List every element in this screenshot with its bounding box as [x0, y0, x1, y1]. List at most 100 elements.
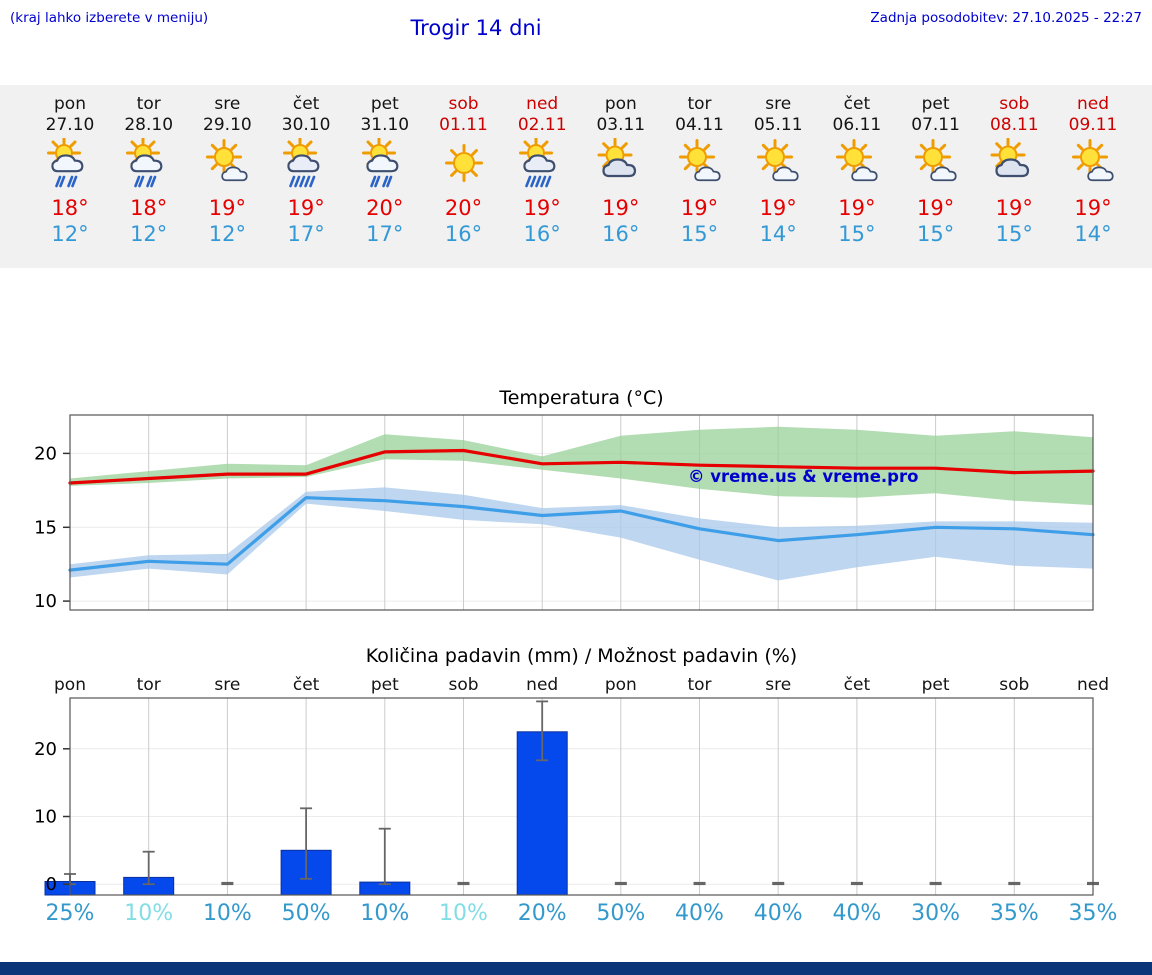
day-date: 31.10 — [360, 114, 410, 135]
day-high-temp: 19° — [523, 196, 561, 221]
precip-day-label: pet — [921, 675, 950, 695]
day-name: sob — [999, 94, 1030, 114]
day-low-temp: 15° — [838, 222, 876, 247]
temperature-chart: 10 15 20 © vreme.us & vreme.pro — [0, 413, 1152, 615]
forecast-day-03.11: pon 03.11 19° 16° — [581, 94, 661, 246]
forecast-day-02.11: ned 02.11 19° 16° — [502, 94, 582, 246]
day-low-temp: 12° — [130, 222, 168, 247]
sun-cloud-shower-icon — [109, 136, 189, 192]
day-name: čet — [292, 94, 320, 114]
last-updated: Zadnja posodobitev: 27.10.2025 - 22:27 — [870, 10, 1142, 26]
precipitation-probability-labels: 25% 10% 10% 50% 10% 10% 20% 50% 40% 40% 40% 30% 35% 3… — [0, 901, 1152, 931]
day-low-temp: 15° — [680, 222, 719, 247]
svg-text:10: 10 — [34, 807, 57, 828]
sun-icon — [424, 138, 504, 192]
day-date: 29.10 — [203, 114, 252, 135]
svg-text:0: 0 — [46, 874, 57, 895]
sun-cloud-rain-icon — [502, 136, 582, 192]
day-low-temp: 17° — [287, 222, 325, 247]
day-low-temp: 16° — [444, 222, 483, 247]
forecast-day-07.11: pet 07.11 19° 15° — [896, 94, 976, 246]
day-high-temp: 19° — [1074, 196, 1112, 221]
page-title: Trogir 14 dni — [410, 16, 542, 40]
day-name: ned — [526, 94, 559, 114]
day-low-temp: 12° — [51, 222, 89, 247]
svg-text:15: 15 — [34, 517, 57, 538]
precip-day-label: čet — [843, 675, 871, 695]
precip-probability-label: 10% — [360, 901, 410, 926]
forecast-day-09.11: ned 09.11 19° 14° — [1053, 94, 1133, 246]
day-name: sob — [448, 94, 479, 114]
precip-day-label: pon — [54, 675, 86, 695]
precip-probability-label: 35% — [989, 901, 1039, 926]
sun-cloud-shower-icon — [30, 136, 110, 192]
day-low-temp: 14° — [1074, 222, 1112, 247]
day-low-temp: 15° — [995, 222, 1033, 247]
precip-probability-label: 30% — [911, 901, 961, 926]
day-low-temp: 12° — [208, 222, 246, 247]
precip-day-label: tor — [687, 675, 712, 695]
forecast-day-28.10: tor 28.10 18° 12° — [109, 94, 189, 246]
precip-probability-label: 25% — [45, 901, 95, 926]
day-date: 04.11 — [675, 114, 724, 135]
day-name: ned — [1076, 94, 1110, 114]
day-name: pet — [370, 94, 399, 114]
precip-probability-label: 50% — [281, 901, 331, 926]
sun-cloud-icon — [974, 137, 1054, 192]
day-name: sre — [214, 94, 241, 114]
day-high-temp: 20° — [444, 196, 483, 221]
temperature-chart-title: Temperatura (°C) — [499, 387, 664, 409]
day-high-temp: 19° — [208, 196, 246, 221]
sun-cloud-icon — [581, 137, 661, 192]
sun-cloud-rain-icon — [266, 136, 346, 192]
forecast-day-31.10: pet 31.10 20° 17° — [345, 94, 425, 246]
day-low-temp: 14° — [759, 222, 797, 247]
footer-bar — [0, 962, 1152, 975]
sun-cloud-shower-icon — [345, 136, 425, 192]
day-high-temp: 19° — [916, 196, 955, 221]
svg-text:20: 20 — [34, 739, 57, 760]
day-date: 28.10 — [124, 114, 174, 135]
precip-day-label: tor — [136, 675, 161, 695]
day-date: 03.11 — [596, 114, 646, 135]
sun-small-cloud-icon — [660, 138, 740, 192]
day-high-temp: 18° — [51, 196, 89, 221]
day-date: 05.11 — [753, 114, 803, 135]
forecast-day-06.11: čet 06.11 19° 15° — [817, 94, 897, 246]
precip-probability-label: 40% — [675, 901, 724, 926]
forecast-day-30.10: čet 30.10 19° 17° — [266, 94, 346, 246]
day-date: 06.11 — [832, 114, 882, 135]
forecast-day-05.11: sre 05.11 19° 14° — [738, 94, 818, 246]
day-low-temp: 15° — [916, 222, 955, 247]
day-date: 07.11 — [911, 114, 960, 135]
day-date: 27.10 — [45, 114, 95, 135]
day-high-temp: 19° — [287, 196, 325, 221]
forecast-strip: pon 27.10 18° 12° tor 28.10 18° 12° sre 29.10 19° 1… — [0, 85, 1152, 268]
precip-probability-label: 35% — [1068, 901, 1118, 926]
forecast-day-04.11: tor 04.11 19° 15° — [660, 94, 740, 246]
sun-small-cloud-icon — [1053, 138, 1133, 192]
day-low-temp: 16° — [523, 222, 561, 247]
precip-day-label: sob — [999, 675, 1030, 695]
sun-small-cloud-icon — [738, 138, 818, 192]
watermark: © vreme.us & vreme.pro — [688, 467, 918, 486]
precip-probability-label: 10% — [202, 901, 252, 926]
precip-probability-label: 10% — [439, 901, 488, 926]
forecast-day-27.10: pon 27.10 18° 12° — [30, 94, 110, 246]
forecast-day-01.11: sob 01.11 20° 16° — [424, 94, 504, 246]
precip-day-label: ned — [526, 675, 559, 695]
day-high-temp: 19° — [838, 196, 876, 221]
precip-day-label: pet — [370, 675, 399, 695]
precipitation-chart: 0 10 20 — [0, 696, 1152, 900]
precip-probability-label: 20% — [517, 901, 567, 926]
day-name: tor — [687, 94, 712, 114]
day-name: tor — [136, 94, 161, 114]
day-high-temp: 18° — [130, 196, 168, 221]
day-name: sre — [765, 94, 792, 114]
precipitation-day-labels: pon tor sre čet pet sob ned pon tor sre čet pet sob n… — [0, 675, 1152, 697]
forecast-day-29.10: sre 29.10 19° 12° — [187, 94, 267, 246]
precip-probability-label: 40% — [832, 901, 882, 926]
forecast-day-08.11: sob 08.11 19° 15° — [974, 94, 1054, 246]
day-name: pon — [604, 94, 637, 114]
